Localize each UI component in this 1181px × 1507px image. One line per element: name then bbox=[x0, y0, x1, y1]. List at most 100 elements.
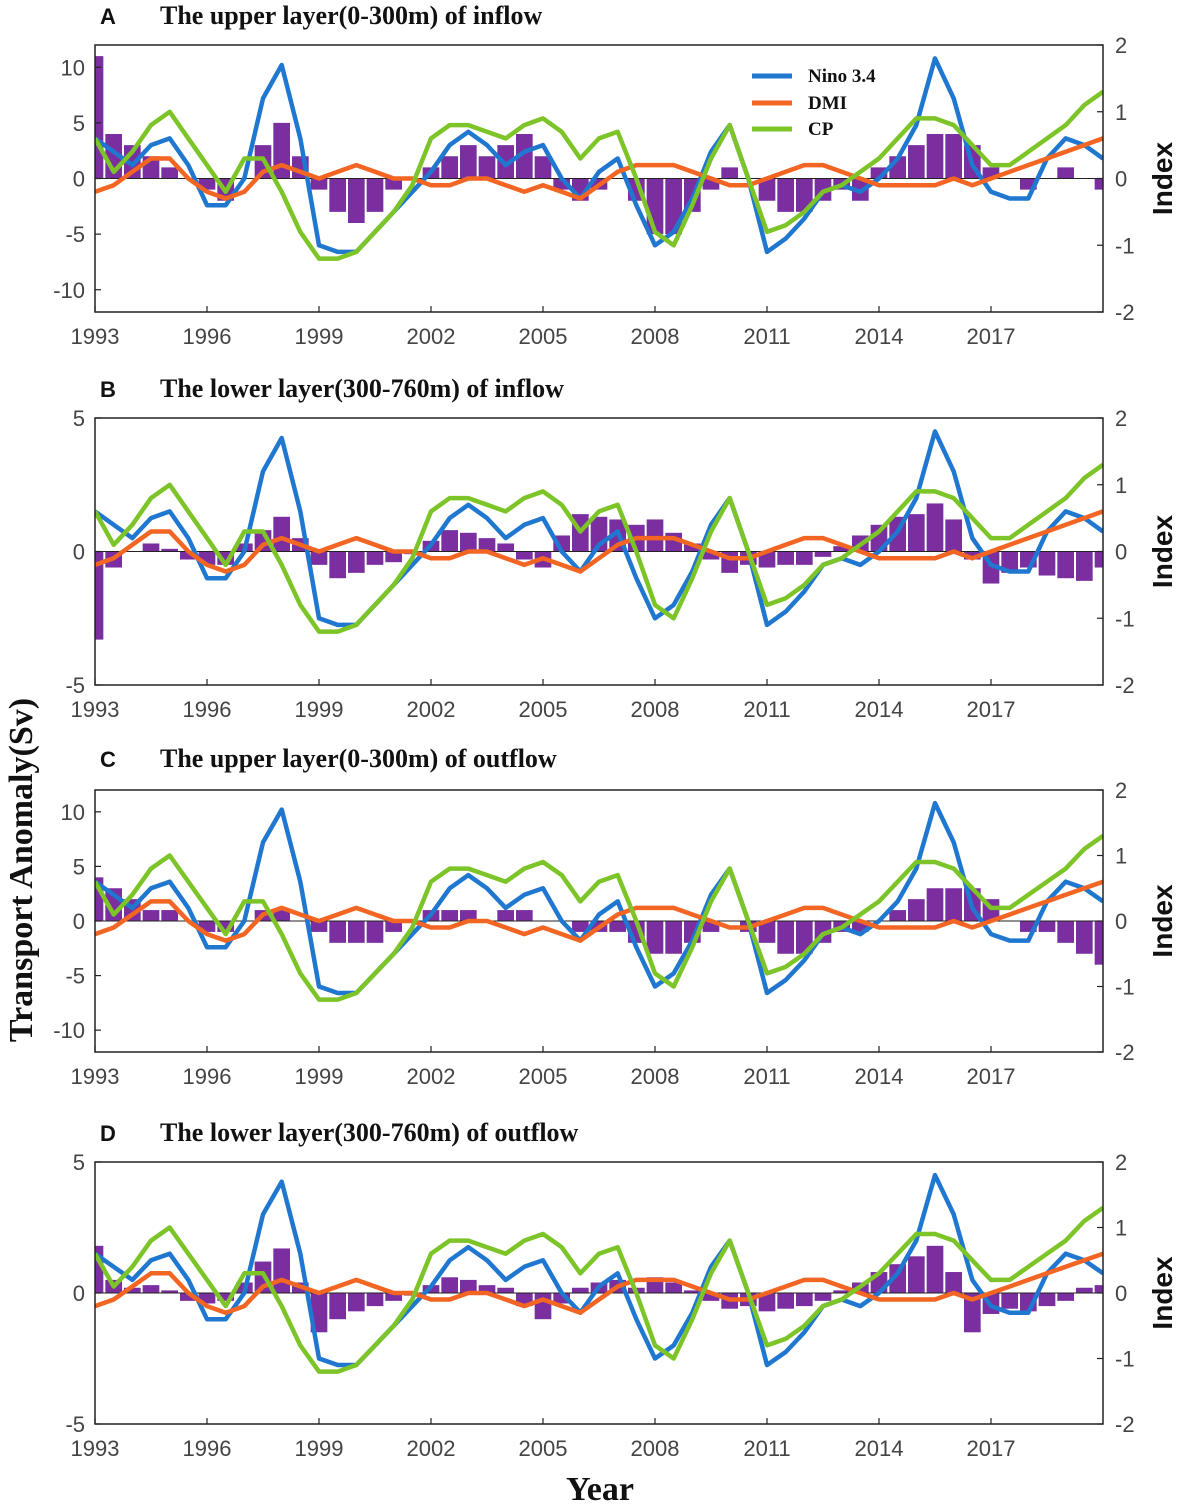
x-tick-label: 2008 bbox=[631, 1064, 680, 1089]
x-tick-label: 1993 bbox=[71, 1436, 120, 1461]
anomaly-bar bbox=[217, 1293, 234, 1301]
anomaly-bar bbox=[665, 1282, 682, 1293]
y2-tick-label: -2 bbox=[1115, 673, 1135, 698]
anomaly-bar bbox=[908, 514, 925, 552]
anomaly-bar bbox=[95, 1245, 104, 1293]
anomaly-bar bbox=[180, 551, 197, 560]
x-tick-label: 1996 bbox=[183, 697, 232, 722]
panel-title: The lower layer(300-760m) of inflow bbox=[160, 374, 564, 403]
anomaly-bar bbox=[646, 519, 664, 552]
anomaly-bar bbox=[1038, 921, 1056, 932]
series-line-dmi bbox=[95, 136, 1103, 201]
y-tick-label: -5 bbox=[65, 222, 85, 247]
anomaly-bar bbox=[95, 56, 104, 179]
panel-letter: C bbox=[100, 747, 116, 772]
anomaly-bar bbox=[926, 503, 944, 552]
y2-tick-label: 1 bbox=[1115, 1216, 1127, 1241]
x-tick-label: 2011 bbox=[743, 697, 790, 722]
x-tick-label: 2014 bbox=[855, 1064, 904, 1089]
anomaly-bar bbox=[385, 551, 402, 563]
anomaly-bar bbox=[217, 921, 234, 932]
anomaly-bar bbox=[982, 167, 1000, 179]
y-tick-label: 0 bbox=[73, 1281, 85, 1306]
legend-label-dmi: DMI bbox=[808, 93, 847, 114]
series-line-dmi bbox=[95, 509, 1103, 574]
x-tick-label: 1999 bbox=[295, 1436, 344, 1461]
panel-c: C The upper layer(0-300m) of outflow 1993 1… bbox=[53, 744, 1178, 1089]
panel-title: The lower layer(300-760m) of outflow bbox=[160, 1118, 579, 1147]
panel-a: A The upper layer(0-300m) of inflow 1993 19… bbox=[53, 1, 1178, 349]
x-tick-label: 2014 bbox=[855, 324, 904, 349]
y2-tick-label: 0 bbox=[1115, 909, 1127, 934]
y2-tick-label: 2 bbox=[1115, 778, 1127, 803]
anomaly-bar bbox=[497, 543, 514, 552]
x-tick-label: 2014 bbox=[855, 697, 904, 722]
y2-tick-label: 0 bbox=[1115, 1281, 1127, 1306]
y-tick-label: -5 bbox=[65, 673, 85, 698]
anomaly-bar bbox=[95, 877, 104, 921]
y2-tick-label: -2 bbox=[1115, 1412, 1135, 1437]
anomaly-bar bbox=[142, 543, 160, 552]
anomaly-bar bbox=[198, 1293, 216, 1304]
anomaly-bar bbox=[1001, 1293, 1018, 1309]
y2-tick-label: -2 bbox=[1115, 1040, 1135, 1065]
anomaly-bar bbox=[796, 551, 813, 565]
anomaly-bar bbox=[385, 1293, 402, 1301]
anomaly-bar bbox=[516, 134, 533, 179]
x-tick-label: 2014 bbox=[855, 1436, 904, 1461]
anomaly-bar bbox=[572, 921, 589, 932]
anomaly-bar bbox=[460, 910, 477, 921]
anomaly-bar bbox=[142, 1285, 160, 1293]
anomaly-bar bbox=[1057, 921, 1074, 943]
anomaly-bar bbox=[796, 178, 813, 212]
y-tick-label: -10 bbox=[53, 1018, 85, 1043]
panel-letter: D bbox=[100, 1121, 116, 1146]
anomaly-bar bbox=[441, 1277, 458, 1293]
y-tick-label: 10 bbox=[61, 55, 85, 80]
series-line-nino-3-4 bbox=[95, 56, 1103, 255]
anomaly-bar bbox=[777, 178, 794, 212]
y2-axis-label: Index bbox=[1147, 515, 1178, 589]
anomaly-bar bbox=[478, 538, 496, 552]
anomaly-bar bbox=[777, 921, 794, 954]
anomaly-bar bbox=[534, 1293, 552, 1320]
anomaly-bar bbox=[198, 178, 216, 190]
anomaly-bar bbox=[777, 551, 794, 565]
anomaly-bar bbox=[180, 1293, 197, 1301]
y2-tick-label: -2 bbox=[1115, 300, 1135, 325]
y2-tick-label: 2 bbox=[1115, 33, 1127, 58]
anomaly-bar bbox=[758, 178, 776, 201]
anomaly-bar bbox=[1076, 551, 1093, 581]
plot-area bbox=[95, 429, 1103, 640]
anomaly-bar bbox=[1057, 1293, 1074, 1301]
anomaly-bar bbox=[95, 551, 104, 640]
y2-tick-label: 0 bbox=[1115, 167, 1127, 192]
anomaly-bar bbox=[366, 551, 384, 565]
y-tick-label: 5 bbox=[73, 406, 85, 431]
anomaly-bar bbox=[1001, 551, 1018, 573]
y2-tick-label: 1 bbox=[1115, 844, 1127, 869]
anomaly-bar bbox=[161, 167, 178, 179]
series-line-nino-3-4 bbox=[95, 429, 1103, 628]
anomaly-bar bbox=[478, 1285, 496, 1293]
x-tick-label: 2002 bbox=[407, 697, 456, 722]
y-tick-label: 0 bbox=[73, 540, 85, 565]
anomaly-bar bbox=[945, 888, 962, 921]
anomaly-bar bbox=[758, 921, 776, 943]
y-tick-label: -5 bbox=[65, 1412, 85, 1437]
y2-tick-label: -1 bbox=[1115, 606, 1135, 631]
x-tick-label: 1999 bbox=[295, 697, 344, 722]
anomaly-bar bbox=[852, 921, 869, 932]
x-tick-label: 1999 bbox=[295, 1064, 344, 1089]
x-tick-label: 2017 bbox=[967, 1064, 1016, 1089]
x-tick-label: 2017 bbox=[967, 697, 1016, 722]
y-tick-label: 5 bbox=[73, 1150, 85, 1175]
anomaly-bar bbox=[833, 1290, 850, 1293]
anomaly-bar bbox=[310, 551, 328, 565]
x-tick-label: 1993 bbox=[71, 324, 120, 349]
anomaly-bar bbox=[329, 551, 346, 579]
x-tick-label: 2005 bbox=[519, 697, 568, 722]
anomaly-bar bbox=[833, 546, 850, 552]
anomaly-bar bbox=[329, 178, 346, 212]
y2-tick-label: 1 bbox=[1115, 473, 1127, 498]
